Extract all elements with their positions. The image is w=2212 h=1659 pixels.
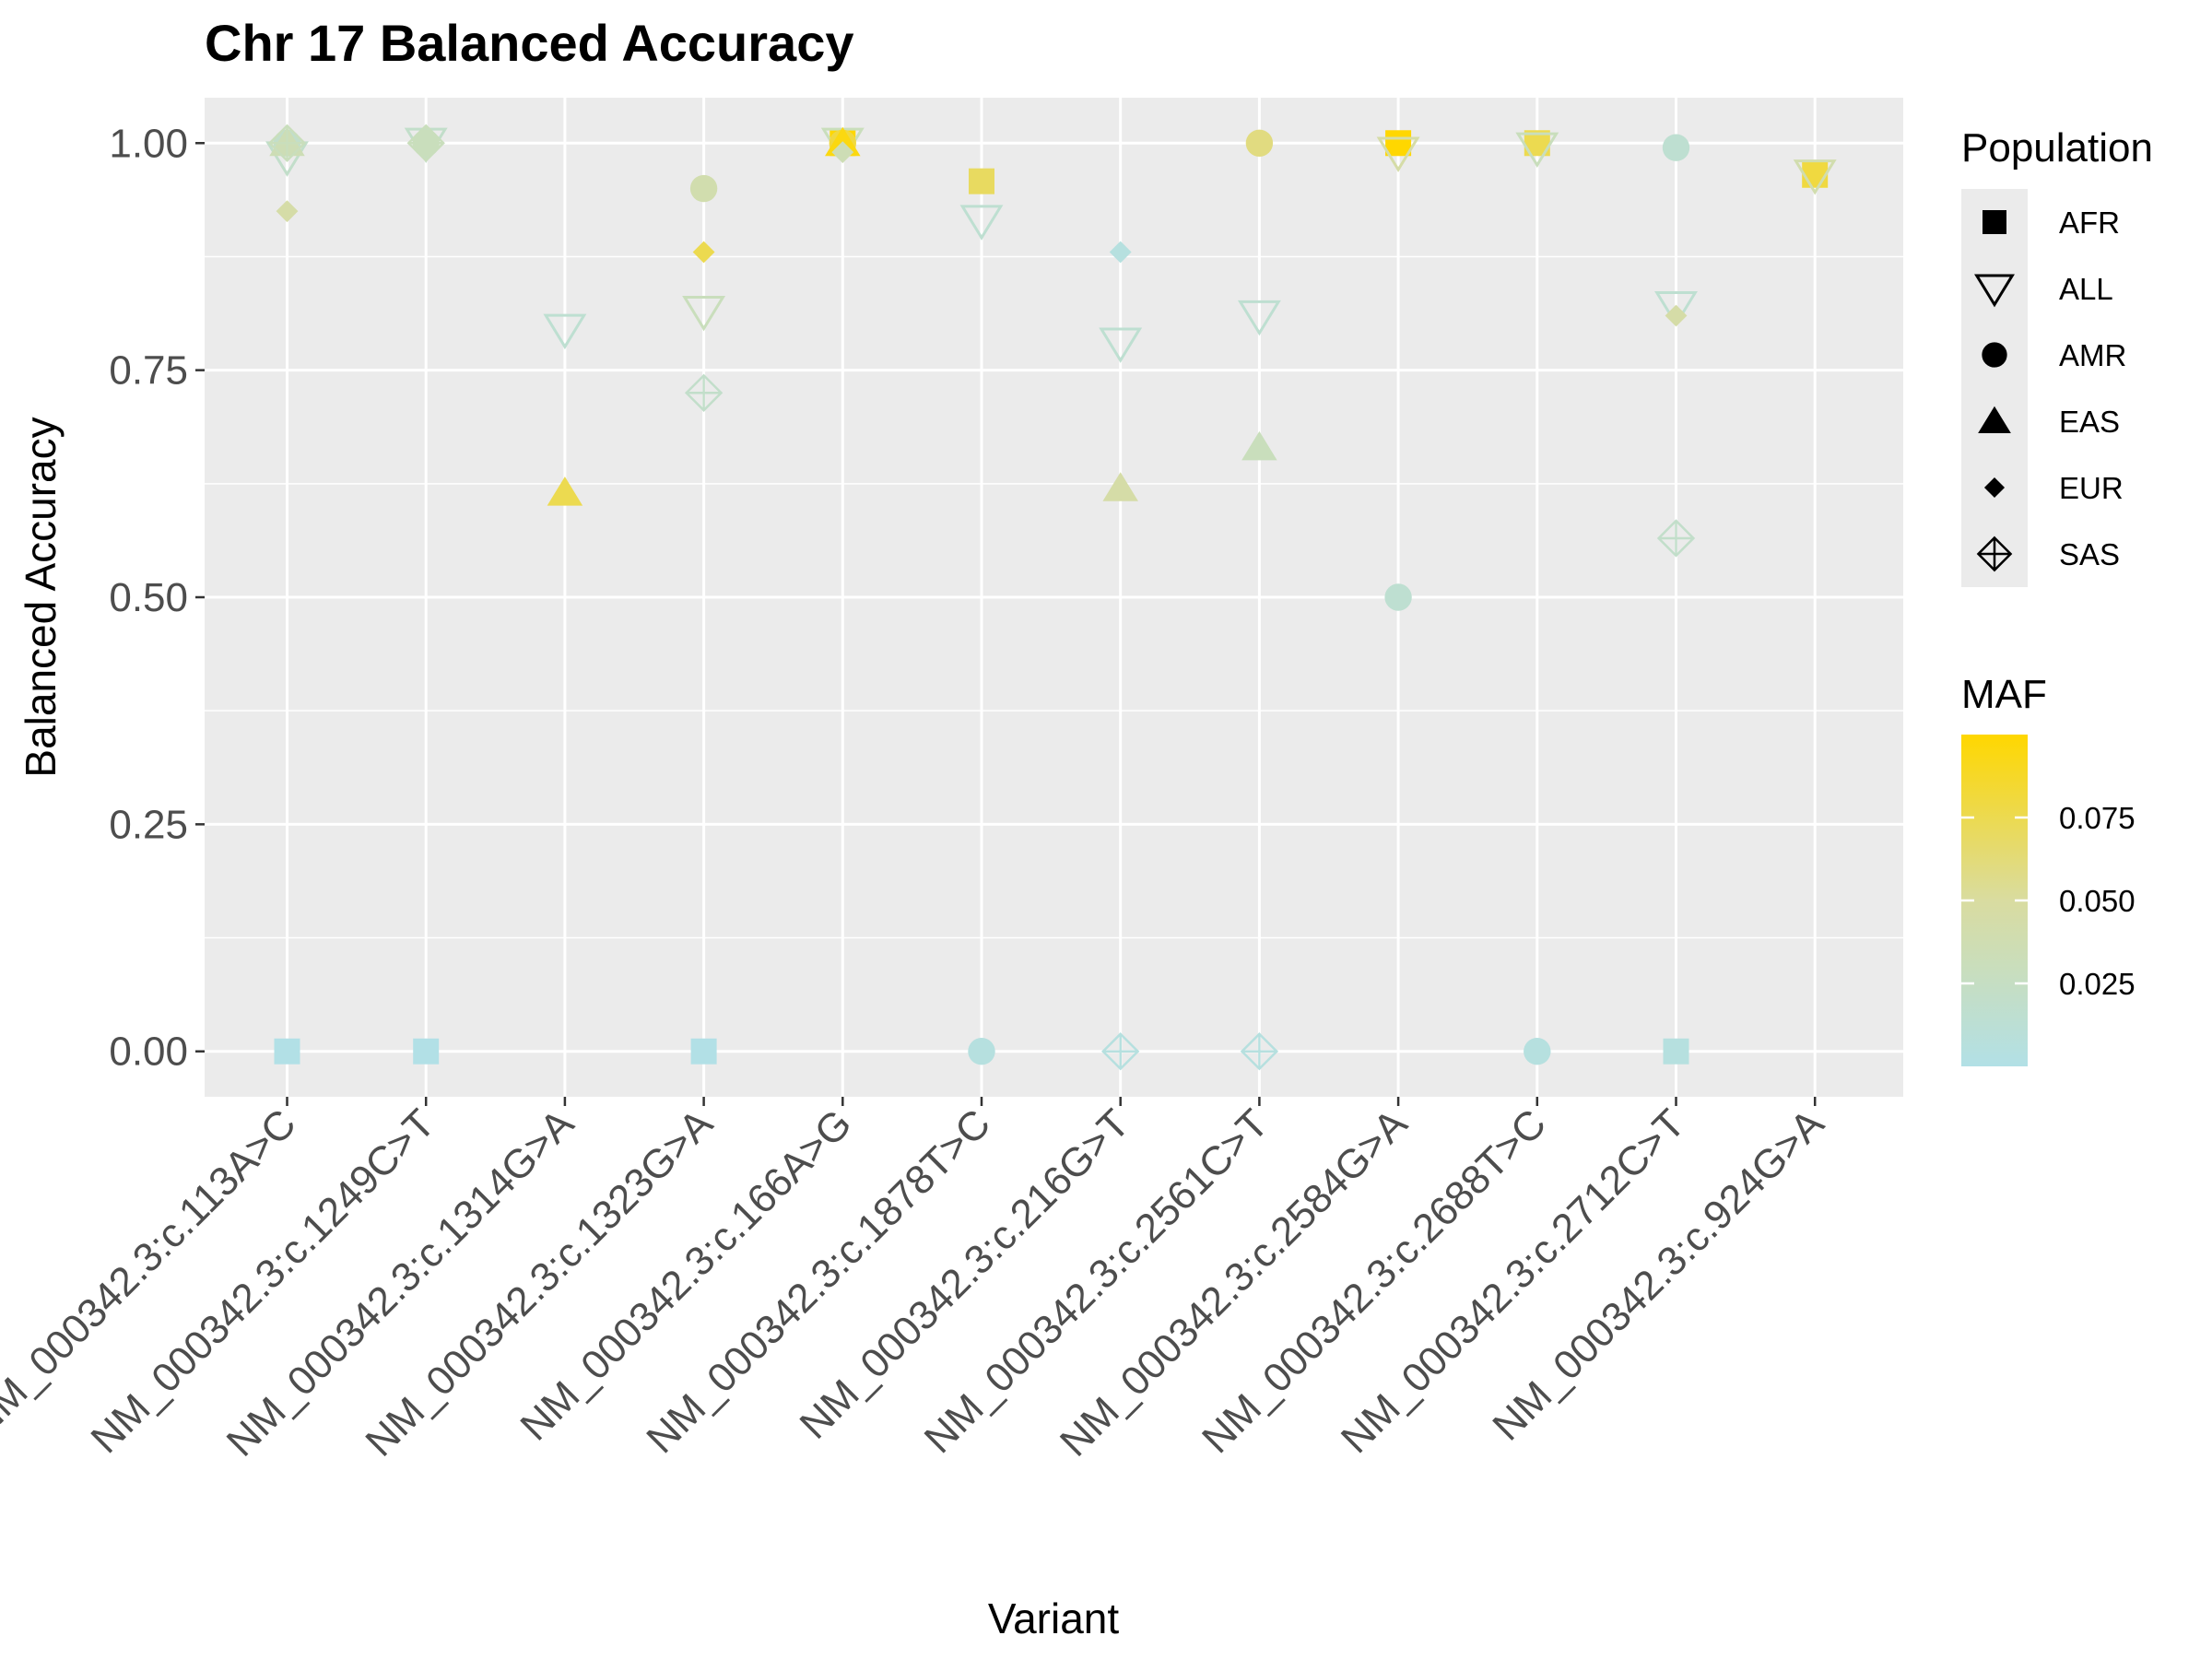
data-point-afr — [1802, 161, 1829, 188]
y-tick-label: 0.25 — [109, 802, 188, 847]
population-legend-title: Population — [1961, 125, 2153, 171]
data-point-sas — [406, 124, 445, 162]
chart-title: Chr 17 Balanced Accuracy — [205, 14, 853, 72]
data-point-sas — [1656, 519, 1696, 558]
data-point-eur — [831, 141, 854, 164]
data-point-amr — [968, 1038, 995, 1065]
population-legend-label-eas: EAS — [2059, 405, 2120, 439]
major-gridlines — [205, 98, 1903, 1097]
data-point-all — [1654, 291, 1698, 327]
data-points — [265, 124, 1837, 1071]
data-point-sas — [1240, 1032, 1279, 1071]
maf-legend-title: MAF — [1961, 672, 2047, 717]
population-legend-key-sas — [1976, 535, 2013, 572]
data-point-afr — [1663, 1038, 1689, 1065]
data-point-all — [1237, 300, 1281, 336]
data-point-amr — [1524, 1038, 1551, 1065]
maf-colorbar-tick-label: 0.075 — [2059, 801, 2136, 835]
data-point-amr — [689, 174, 718, 203]
maf-colorbar-tick-label: 0.050 — [2059, 884, 2136, 918]
data-point-all — [959, 205, 1004, 241]
data-point-all — [1099, 327, 1143, 363]
data-point-eas — [547, 477, 583, 506]
y-tick-label: 0.75 — [109, 348, 188, 394]
data-point-amr — [1384, 583, 1412, 611]
population-legend: Population AFR ALL AMR EAS EUR SAS — [1961, 125, 2153, 587]
data-point-all — [682, 295, 726, 332]
data-point-eur — [1109, 241, 1132, 264]
y-tick-label: 0.50 — [109, 575, 188, 620]
x-axis-title: Variant — [988, 1594, 1120, 1642]
data-point-all — [1515, 132, 1559, 168]
population-legend-key-afr — [1983, 210, 2006, 234]
data-point-afr — [274, 1038, 300, 1065]
data-point-all — [1376, 136, 1420, 172]
data-point-amr — [1245, 129, 1274, 157]
population-legend-label-sas: SAS — [2059, 537, 2120, 571]
population-legend-label-afr: AFR — [2059, 206, 2120, 240]
data-point-eur — [276, 200, 299, 223]
data-point-afr — [969, 168, 994, 194]
y-tick-label: 0.00 — [109, 1030, 188, 1075]
data-point-afr — [1385, 130, 1412, 157]
maf-colorbar-ticks: 0.025 0.050 0.075 — [1961, 801, 2136, 1001]
population-legend-key-all — [1974, 274, 2015, 308]
population-legend-label-amr: AMR — [2059, 338, 2126, 372]
data-point-all — [1793, 159, 1837, 195]
population-legend-key-eas — [1978, 406, 2011, 433]
data-point-sas — [1101, 1032, 1140, 1071]
data-point-eas — [1241, 430, 1277, 461]
y-axis-title: Balanced Accuracy — [17, 417, 65, 777]
data-point-sas — [267, 124, 307, 162]
minor-gridlines — [205, 255, 1903, 939]
data-point-eur — [692, 241, 715, 264]
population-legend-key-background — [1961, 189, 2028, 587]
data-point-sas — [684, 373, 724, 412]
data-point-eur — [1665, 304, 1688, 327]
data-point-afr — [413, 1038, 440, 1065]
maf-legend: MAF 0.025 0.050 0.075 — [1961, 672, 2136, 1066]
maf-colorbar-tick-label: 0.025 — [2059, 967, 2136, 1001]
data-point-amr — [1662, 134, 1690, 161]
y-axis: 0.00 0.25 0.50 0.75 1.00 — [109, 121, 205, 1075]
population-legend-label-eur: EUR — [2059, 471, 2124, 505]
data-point-eas — [1102, 472, 1138, 501]
population-legend-key-amr — [1982, 342, 2007, 368]
population-legend-key-eur — [1983, 477, 2006, 499]
y-tick-label: 1.00 — [109, 121, 188, 166]
data-point-all — [543, 313, 587, 350]
population-legend-entries: AFR ALL AMR EAS EUR SAS — [1974, 206, 2126, 572]
population-legend-label-all: ALL — [2059, 272, 2113, 306]
data-point-afr — [690, 1038, 717, 1065]
